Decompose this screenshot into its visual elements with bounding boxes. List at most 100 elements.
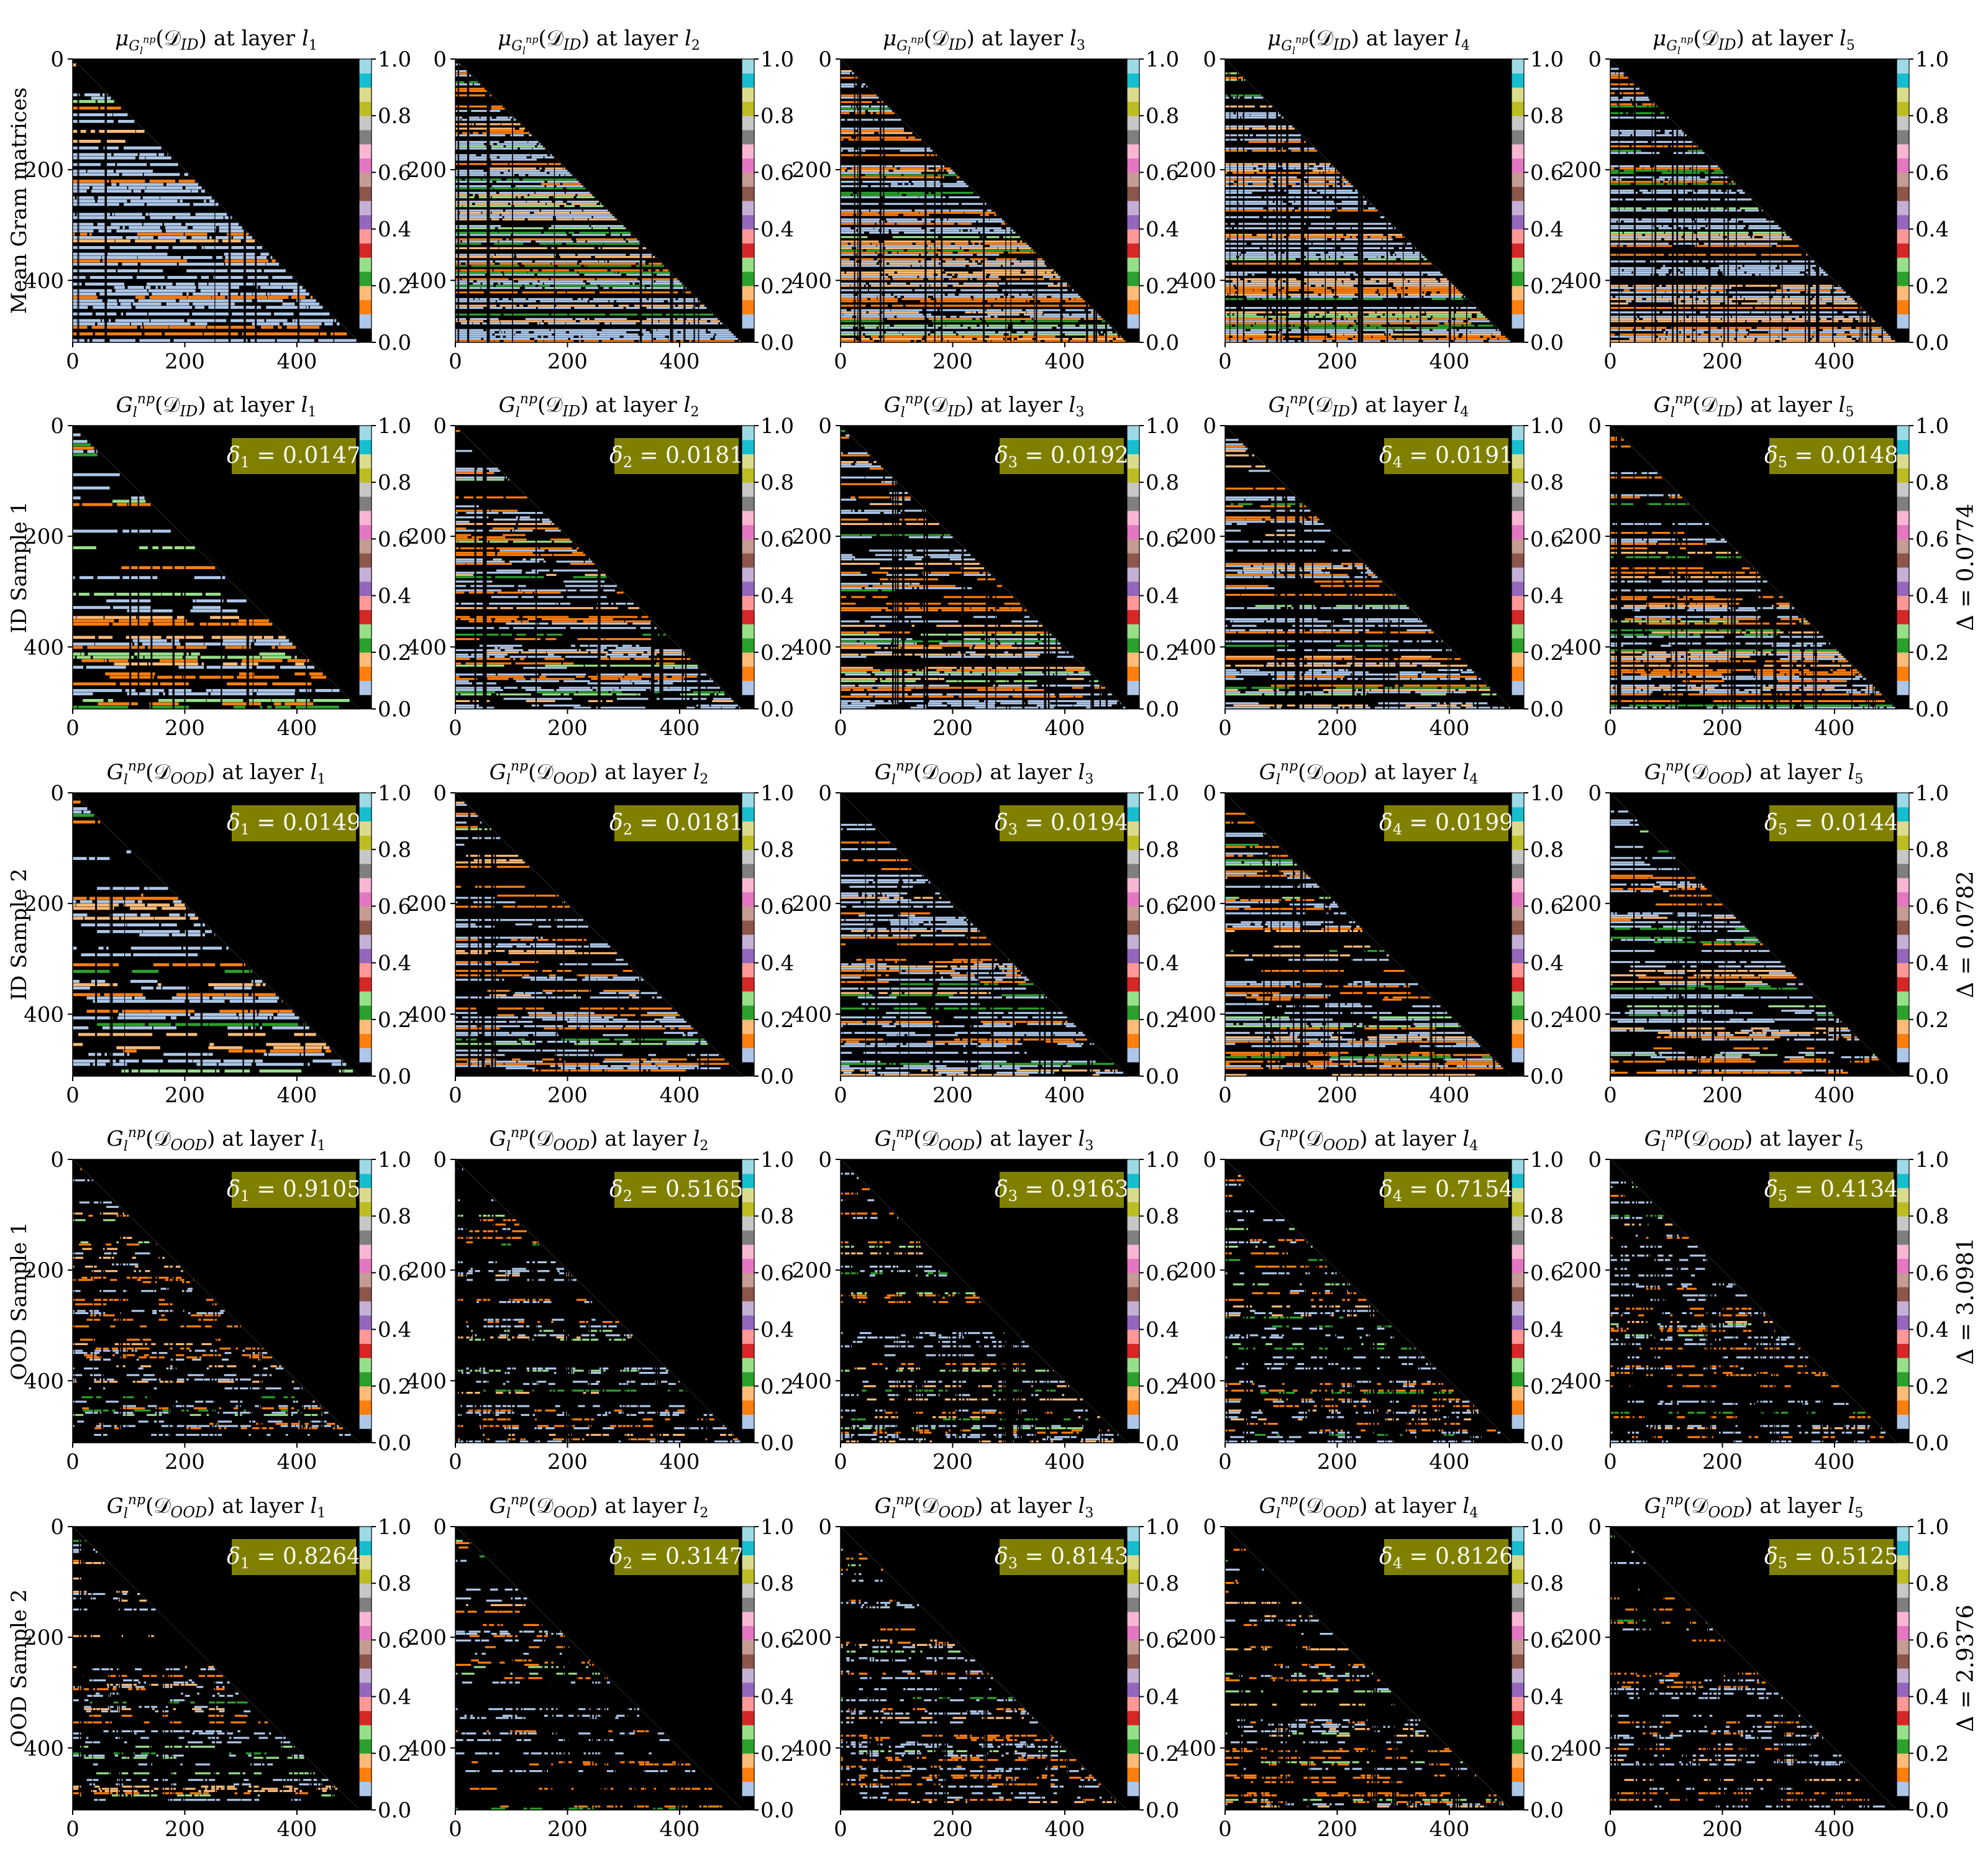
heatmap-cell	[1040, 300, 1061, 303]
colorbar-segment	[359, 991, 372, 1006]
heatmap-cell	[1276, 529, 1300, 532]
heatmap-cell	[1112, 340, 1126, 342]
heatmap-cell	[1254, 96, 1264, 99]
heatmap-cell	[1225, 209, 1274, 212]
heatmap-cell	[570, 562, 595, 565]
heatmap-cell	[1745, 642, 1792, 645]
heatmap-cell	[841, 333, 864, 336]
heatmap-cell	[73, 946, 77, 950]
heatmap-cell	[591, 225, 624, 227]
heatmap-cell	[1658, 542, 1680, 546]
heatmap-cell	[841, 509, 852, 512]
heatmap-cell	[184, 173, 188, 176]
heatmap-cell	[73, 807, 88, 810]
heatmap-cell	[515, 662, 562, 665]
heatmap-cell	[1707, 170, 1709, 172]
heatmap-cell	[1610, 693, 1651, 696]
colorbar-tick-label: 0.8	[1915, 470, 1949, 495]
heatmap-cell	[1685, 300, 1703, 303]
heatmap-cell	[1699, 620, 1707, 623]
heatmap-cell	[494, 979, 499, 981]
heatmap-cell	[870, 616, 898, 618]
heatmap-cell	[497, 592, 524, 594]
heatmap-cell	[1244, 114, 1250, 117]
heatmap-cell	[634, 333, 639, 336]
heatmap-cell	[511, 211, 531, 214]
heatmap-cell	[1230, 620, 1233, 623]
heatmap-cell	[547, 322, 565, 325]
heatmap-cell	[1332, 629, 1336, 631]
heatmap-cell	[149, 705, 189, 709]
heatmap-cell	[1674, 664, 1708, 667]
heatmap-cell	[1225, 324, 1232, 327]
heatmap-cell	[1403, 273, 1423, 276]
heatmap-cell	[1383, 687, 1392, 689]
heatmap-cell	[455, 923, 476, 926]
heatmap-cell	[206, 665, 252, 669]
heatmap-cell	[1822, 340, 1856, 342]
heatmap-cell	[872, 585, 907, 587]
heatmap-cell	[1721, 207, 1724, 209]
colorbar-segment	[742, 849, 754, 864]
heatmap-gap	[1676, 124, 1679, 342]
heatmap-cell	[455, 558, 485, 560]
heatmap-cell	[498, 322, 501, 325]
heatmap-cell	[531, 156, 544, 158]
heatmap-cell	[957, 651, 961, 654]
heatmap-cell	[455, 211, 459, 214]
heatmap-cell	[1280, 664, 1323, 667]
heatmap-cell	[1768, 331, 1814, 334]
heatmap-cell	[627, 603, 634, 605]
heatmap-cell	[1284, 256, 1302, 258]
heatmap-cell	[472, 536, 506, 539]
y-tick-label: 200	[791, 158, 832, 183]
heatmap-cell	[476, 496, 504, 499]
heatmap-cell	[563, 167, 565, 170]
heatmap-cell	[518, 523, 552, 525]
heatmap-cell	[522, 291, 555, 294]
heatmap-cell	[928, 640, 943, 642]
heatmap-cell	[579, 196, 595, 199]
heatmap-cell	[1481, 693, 1497, 696]
colorbar-segment	[742, 695, 754, 710]
heatmap-cell	[1627, 190, 1635, 192]
heatmap-cell	[879, 624, 886, 627]
heatmap-cell	[171, 996, 210, 1000]
heatmap-cell	[1805, 272, 1826, 274]
heatmap-cell	[262, 1023, 298, 1026]
heatmap-cell	[639, 340, 672, 342]
heatmap-cell	[318, 1049, 322, 1053]
heatmap-cell	[623, 336, 665, 338]
heatmap-gap	[1311, 511, 1313, 709]
heatmap-cell	[495, 340, 500, 342]
heatmap-cell	[551, 247, 555, 250]
heatmap-cell	[73, 1016, 113, 1020]
heatmap-cell	[1610, 96, 1613, 99]
heatmap-cell	[1225, 675, 1236, 678]
heatmap-cell	[158, 698, 206, 702]
heatmap-cell	[603, 1034, 628, 1036]
heatmap-cell	[603, 589, 616, 592]
heatmap-cell	[309, 688, 312, 692]
heatmap-cell	[1610, 307, 1644, 309]
heatmap-cell	[1292, 203, 1329, 205]
heatmap-cell	[531, 704, 539, 707]
heatmap-cell	[1013, 327, 1052, 329]
heatmap-cell	[481, 154, 531, 157]
heatmap-cell	[618, 304, 629, 307]
heatmap-cell	[1313, 165, 1329, 168]
heatmap-cell	[1346, 662, 1377, 665]
heatmap-cell	[992, 596, 1013, 598]
x-tick-label: 0	[1603, 716, 1617, 741]
heatmap-cell	[1805, 649, 1837, 652]
heatmap-cell	[555, 298, 573, 300]
heatmap-cell	[191, 652, 200, 656]
heatmap-cell	[914, 653, 946, 656]
heatmap-cell	[888, 700, 891, 702]
heatmap-cell	[505, 331, 516, 334]
heatmap-gap	[672, 273, 673, 342]
heatmap-cell	[1000, 642, 1015, 645]
heatmap-cell	[841, 107, 858, 110]
heatmap-cell	[324, 322, 333, 326]
panel-title: Glnp(𝒟ID) at layer l3	[884, 391, 1085, 421]
